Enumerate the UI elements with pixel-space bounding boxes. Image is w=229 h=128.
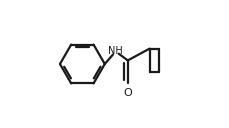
Text: O: O — [123, 88, 132, 98]
Text: NH: NH — [108, 46, 123, 56]
